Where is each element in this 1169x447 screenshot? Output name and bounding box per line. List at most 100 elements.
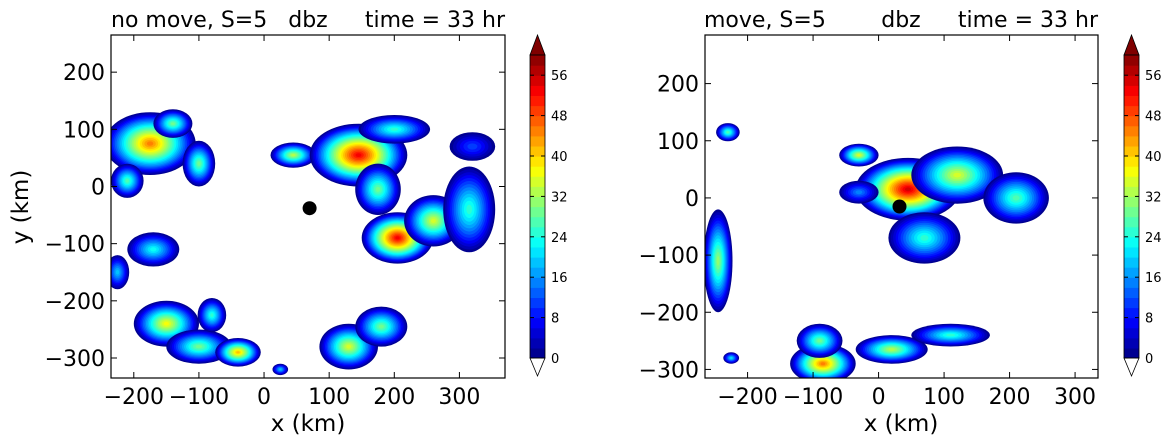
colorbar-band (1124, 95, 1139, 107)
colorbar-band (530, 236, 545, 248)
colorbar-band (530, 135, 545, 147)
storm-cell (197, 298, 227, 333)
colorbar-tick-label: 40 (551, 150, 568, 165)
y-tick-label: −300 (639, 358, 699, 383)
storm-cell (153, 109, 193, 138)
contour-band (125, 179, 129, 183)
storm-cell (911, 323, 990, 347)
colorbar-extend-min (529, 357, 546, 378)
storm-cell (358, 115, 431, 144)
storm-cell (111, 255, 130, 290)
colorbar-tick-label: 48 (551, 110, 568, 125)
colorbar-band (530, 257, 545, 268)
contour-band (195, 344, 203, 349)
colorbar-band (1124, 267, 1139, 278)
contour-band (904, 187, 912, 192)
left-panel: no move, S=5 dbz time = 33 hr −200 −100 0 1… (8, 8, 568, 437)
right-x-axis-label: x (km) (864, 411, 939, 437)
colorbar-band (1124, 257, 1139, 268)
colorbar-tick-label: 0 (551, 352, 559, 367)
contour-band (163, 321, 170, 326)
storm-cell (855, 335, 928, 364)
y-tick-label: 200 (63, 61, 105, 86)
storm-cell (355, 306, 408, 347)
colorbar-tick-label: 0 (1145, 352, 1153, 367)
colorbar-band (1124, 75, 1139, 86)
colorbar-band (530, 186, 545, 197)
storm-cell (449, 132, 496, 161)
colorbar-tick-label: 56 (1145, 69, 1162, 84)
x-tick-label: 0 (872, 385, 886, 410)
left-y-axis-label: y (km) (8, 170, 34, 245)
contour-band (395, 236, 400, 240)
storm-cell (705, 209, 733, 313)
left-title-variable: dbz (288, 8, 327, 33)
colorbar-frame (529, 54, 546, 359)
contour-band (817, 339, 822, 343)
colorbar-band (530, 115, 545, 127)
contour-band (170, 122, 175, 125)
left-center-marker (302, 201, 317, 216)
colorbar-tick-label: 8 (551, 312, 559, 327)
y-tick-label: 0 (91, 175, 105, 200)
contour-band (467, 143, 478, 150)
colorbar-band (530, 287, 545, 298)
colorbar-band (530, 176, 545, 187)
colorbar-band (530, 297, 545, 309)
storm-cell (182, 140, 216, 187)
storm-cell (911, 146, 1004, 204)
contour-band (855, 190, 863, 195)
colorbar-band (530, 277, 545, 288)
colorbar-frame (1123, 54, 1140, 359)
right-reflectivity-field (705, 123, 1049, 378)
y-tick-label: 200 (657, 73, 699, 98)
right-title-variable: dbz (881, 8, 920, 33)
contour-band (716, 255, 720, 266)
colorbar-tick-label: 40 (1145, 150, 1162, 165)
colorbar-extend-min (1123, 357, 1140, 378)
y-tick-label: −300 (45, 347, 105, 372)
left-reflectivity-field (111, 109, 496, 376)
colorbar-band (530, 307, 545, 319)
contour-band (726, 131, 730, 134)
colorbar-tick-label: 56 (551, 69, 568, 84)
colorbar-band (530, 206, 545, 218)
colorbar-band (1124, 125, 1139, 137)
right-title-case: move, S=5 (704, 8, 826, 33)
y-tick-label: −100 (639, 244, 699, 269)
x-tick-label: −100 (783, 385, 843, 410)
storm-cell (723, 352, 740, 364)
colorbar-band (530, 85, 545, 96)
x-tick-label: 200 (989, 385, 1031, 410)
y-tick-label: 0 (685, 187, 699, 212)
colorbar-band (1124, 186, 1139, 197)
storm-cell (888, 212, 961, 264)
right-panel: move, S=5 dbz time = 33 hr −200 −100 0 100 2… (639, 8, 1162, 437)
contour-band (291, 154, 296, 157)
colorbar-band (530, 317, 545, 329)
x-tick-label: 100 (308, 385, 350, 410)
storm-cell (111, 163, 144, 198)
storm-cell (839, 143, 879, 167)
storm-cell (166, 329, 232, 364)
contour-band (150, 247, 157, 252)
storm-cell (215, 338, 261, 367)
colorbar-tick-label: 32 (551, 190, 568, 205)
colorbar-band (530, 337, 545, 349)
colorbar-band (530, 125, 545, 137)
contour-band (375, 186, 381, 192)
contour-band (279, 368, 282, 371)
x-tick-label: −200 (104, 385, 164, 410)
contour-band (430, 218, 436, 223)
colorbar-extend-max (529, 33, 546, 56)
storm-cell (355, 163, 401, 215)
colorbar-band (1124, 65, 1139, 76)
contour-band (820, 362, 826, 366)
right-title-time: time = 33 hr (958, 8, 1099, 33)
storm-cell (270, 142, 317, 168)
storm-cell (839, 180, 879, 204)
colorbar-band (530, 145, 545, 157)
x-tick-label: 300 (438, 385, 480, 410)
